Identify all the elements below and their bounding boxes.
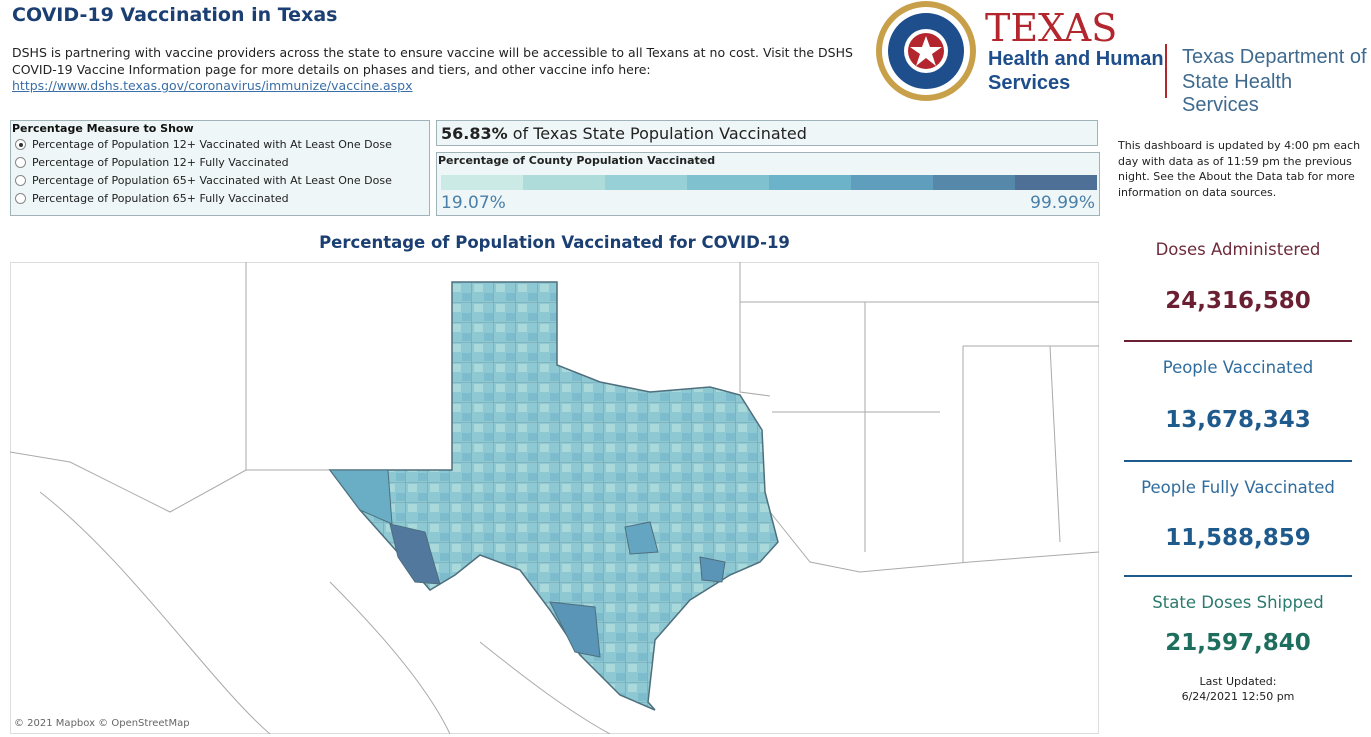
legend-min: 19.07% [441,193,506,213]
map-attribution: © 2021 Mapbox © OpenStreetMap [14,718,190,729]
option-label: Percentage of Population 65+ Vaccinated … [32,174,392,187]
headline-text: of Texas State Population Vaccinated [512,124,807,143]
stat-label: People Fully Vaccinated [1141,478,1335,497]
last-updated-label: Last Updated: [1199,675,1277,688]
measure-option[interactable]: Percentage of Population 65+ Vaccinated … [15,174,392,187]
update-note: This dashboard is updated by 4:00 pm eac… [1118,139,1361,199]
measure-option[interactable]: Percentage of Population 12+ Fully Vacci… [15,156,289,169]
option-label: Percentage of Population 12+ Vaccinated … [32,138,392,151]
legend-swatch [687,175,769,190]
page-title: COVID-19 Vaccination in Texas [12,4,338,26]
color-legend: Percentage of County Population Vaccinat… [436,152,1100,216]
stat-value: 11,588,859 [1165,525,1311,551]
headline-value: 56.83% [441,124,508,143]
legend-swatch [605,175,687,190]
description: DSHS is partnering with vaccine provider… [12,45,853,77]
logo-text: Texas Department of [1182,46,1367,68]
legend-swatch [769,175,851,190]
logo-text: State Health Services [1182,71,1293,116]
last-updated-value: 6/24/2021 12:50 pm [1181,690,1295,703]
measure-option[interactable]: Percentage of Population 12+ Vaccinated … [15,138,392,151]
stat-label: People Vaccinated [1162,358,1314,377]
radio-button [15,193,26,204]
option-label: Percentage of Population 65+ Fully Vacci… [32,192,289,205]
map [10,262,1099,734]
vaccine-info-link[interactable]: https://www.dshs.texas.gov/coronavirus/i… [12,78,413,93]
option-label: Percentage of Population 12+ Fully Vacci… [32,156,289,169]
radio-button [15,139,26,150]
legend-swatch [933,175,1015,190]
stat-label: State Doses Shipped [1152,593,1324,612]
legend-swatch [1015,175,1097,190]
seal [876,1,976,101]
stat-value: 21,597,840 [1165,630,1311,656]
filter-title: Percentage Measure to Show [12,122,194,135]
stat-divider [1124,340,1352,342]
measure-filter: Percentage Measure to Show Percentage of… [10,120,430,216]
measure-option[interactable]: Percentage of Population 65+ Fully Vacci… [15,192,289,205]
logo-text: Health and Human [988,48,1164,70]
logo-divider [1165,44,1167,98]
logo-text: Services [988,72,1071,94]
map-title: Percentage of Population Vaccinated for … [319,233,790,252]
legend-swatch [851,175,933,190]
legend-swatch [441,175,523,190]
legend-bar [441,175,1097,190]
radio-button [15,157,26,168]
legend-swatch [523,175,605,190]
legend-max: 99.99% [1030,193,1095,213]
stat-value: 13,678,343 [1165,407,1311,433]
legend-title: Percentage of County Population Vaccinat… [438,154,716,167]
stat-value: 24,316,580 [1165,288,1311,314]
stat-label: Doses Administered [1155,240,1321,259]
logo-text: TEXAS [985,6,1118,50]
headline: 56.83% of Texas State Population Vaccina… [436,120,1098,146]
stat-divider [1124,460,1352,462]
stat-divider [1124,575,1352,577]
radio-button [15,175,26,186]
